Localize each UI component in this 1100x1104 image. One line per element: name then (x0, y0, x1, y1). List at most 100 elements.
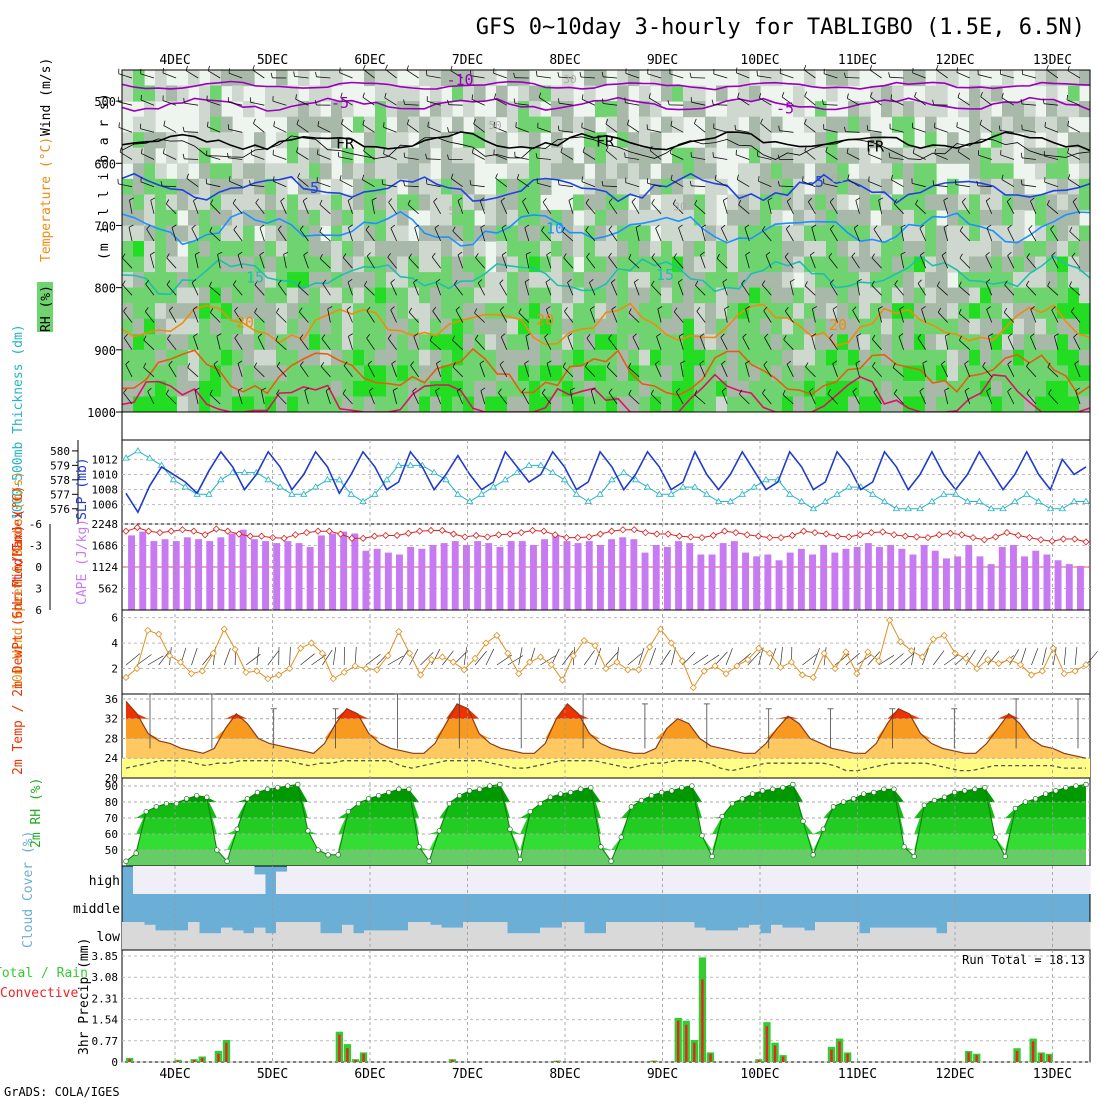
chart-title: GFS 0~10day 3-hourly for TABLIGBO (1.5E,… (476, 15, 1085, 40)
rh-cell (683, 226, 695, 242)
precip-convective-bar (451, 1060, 453, 1062)
rh-cell (848, 117, 860, 133)
cape-tick-label: 1686 (92, 540, 119, 553)
rh-marker (488, 784, 493, 789)
rh-cell (221, 381, 233, 397)
rh-cell (397, 163, 409, 179)
rh-cell (551, 288, 563, 304)
cloud-clear-bar (815, 922, 827, 950)
cloud-clear-bar (573, 866, 585, 894)
cloud-ylabel: Cloud Cover (%) (21, 831, 36, 948)
rh-cell (705, 397, 717, 413)
rh-cell (848, 288, 860, 304)
rh-cell (782, 148, 794, 164)
cape-bar (430, 545, 437, 610)
cape-bar (1077, 566, 1084, 610)
rh-cell (606, 117, 618, 133)
rh-marker (589, 785, 594, 790)
rh-cell (749, 334, 761, 350)
cloud-clear-bar (782, 866, 794, 894)
rh-cell (221, 288, 233, 304)
rh-cell (232, 241, 244, 257)
rh-cell (419, 334, 431, 350)
rh-marker (973, 787, 978, 792)
rh-cell (705, 132, 717, 148)
rh-cell (155, 303, 167, 319)
rh-cell (826, 241, 838, 257)
cape-bar (217, 537, 224, 610)
rh-marker (154, 805, 159, 810)
rh-cell (210, 86, 222, 102)
cloud-clear-bar (177, 930, 189, 950)
rh-marker (538, 801, 543, 806)
rh-cell (826, 210, 838, 226)
rh-cell (584, 179, 596, 195)
rh-cell (947, 288, 959, 304)
rh-cell (331, 288, 343, 304)
cloud-clear-bar (573, 922, 585, 950)
precip-convective-bar (1048, 1055, 1050, 1062)
cloud-clear-bar (991, 922, 1003, 950)
rh-cell (133, 148, 145, 164)
cloud-clear-bar (287, 866, 299, 894)
rh-marker (680, 785, 685, 790)
rh-cell (529, 101, 541, 117)
rh-cell (287, 397, 299, 413)
rh-cell (529, 194, 541, 210)
rh-cell (595, 365, 607, 381)
rh-cell (661, 350, 673, 366)
rh-cell (947, 303, 959, 319)
cape-bar (485, 543, 492, 610)
rh-cell (584, 241, 596, 257)
rh-cell (1079, 70, 1091, 86)
cape-bar (977, 556, 984, 610)
precip-legend-convective: Convective (0, 986, 78, 1001)
rh-cell (243, 194, 255, 210)
rh-cell (815, 350, 827, 366)
rh-cell (584, 303, 596, 319)
rh-cell (870, 365, 882, 381)
cloud-clear-bar (452, 928, 464, 950)
rh-cell (529, 288, 541, 304)
rh-cell (793, 365, 805, 381)
rh-cell (331, 241, 343, 257)
contour-label: 20 (829, 316, 847, 334)
rh-cell (177, 365, 189, 381)
rh-cell (969, 257, 981, 273)
rh-cell (397, 226, 409, 242)
rh-cell (507, 163, 519, 179)
cloud-clear-bar (1002, 866, 1014, 894)
rh-cell (573, 303, 585, 319)
cloud-clear-bar (947, 922, 959, 950)
cape-bar (307, 547, 314, 610)
wind-barb-flag (386, 65, 388, 70)
cape-bar (184, 537, 191, 610)
slp-ylabel: SLP (mb) (75, 457, 90, 520)
cape-bar (173, 541, 180, 610)
rh-cell (265, 288, 277, 304)
rh-cell (177, 334, 189, 350)
rh-cell (287, 272, 299, 288)
rh-cell (133, 397, 145, 413)
rh-cell (133, 272, 145, 288)
rh-cell (529, 226, 541, 242)
cape-bar (128, 535, 135, 610)
rh-cell (925, 194, 937, 210)
rh-cell (947, 350, 959, 366)
rh-cell (452, 257, 464, 273)
cloud-clear-bar (727, 930, 739, 950)
cloud-clear-bar (155, 866, 167, 894)
li-tick-label: 6 (35, 604, 42, 617)
cloud-band-label: low (97, 930, 121, 945)
cloud-clear-bar (617, 922, 629, 950)
cloud-clear-bar (133, 866, 145, 894)
cloud-clear-bar (804, 930, 816, 950)
rh-cell (650, 241, 662, 257)
rh-cell (793, 226, 805, 242)
cloud-clear-bar (694, 928, 706, 950)
rh-cell (595, 350, 607, 366)
rh-cell (672, 86, 684, 102)
rh-marker (225, 859, 230, 864)
rh-cell (749, 194, 761, 210)
